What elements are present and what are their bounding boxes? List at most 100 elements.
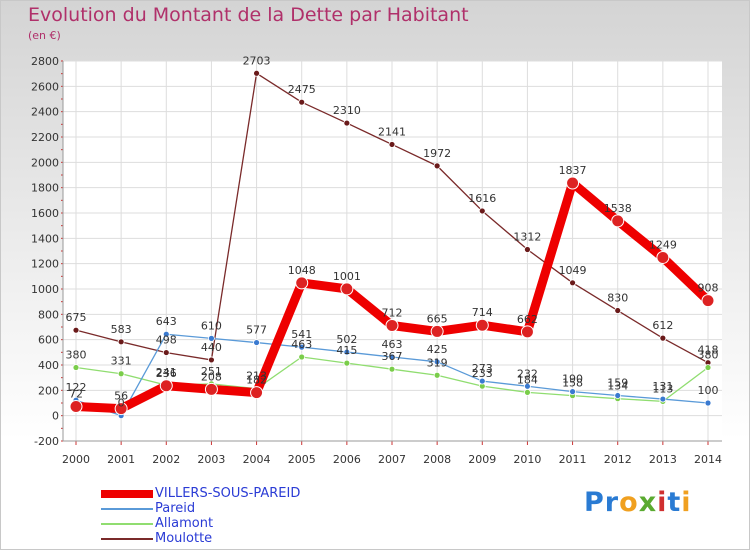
y-tick-label: 1600 xyxy=(31,207,59,220)
x-tick-label: 2010 xyxy=(513,453,541,466)
data-label: 134 xyxy=(607,380,628,393)
data-label: 331 xyxy=(111,355,132,368)
y-tick-label: 2800 xyxy=(31,55,59,68)
data-label: 233 xyxy=(472,367,493,380)
data-point xyxy=(343,348,351,356)
data-label: 1616 xyxy=(468,192,496,205)
data-point xyxy=(611,214,625,228)
data-point xyxy=(298,98,306,106)
logo-letter: x xyxy=(638,487,658,518)
data-label: 122 xyxy=(66,381,87,394)
data-point xyxy=(253,69,260,77)
data-label: 502 xyxy=(336,333,357,346)
data-label: 1048 xyxy=(288,264,316,277)
legend-label-allamont: Allamont xyxy=(155,516,214,531)
data-label: 158 xyxy=(562,377,583,390)
data-point xyxy=(569,388,576,396)
data-label: 380 xyxy=(698,349,719,362)
data-label: 415 xyxy=(336,344,357,357)
legend-swatch-pareid xyxy=(101,508,153,510)
data-point xyxy=(569,279,576,287)
data-label: 56 xyxy=(114,390,128,403)
chart-title: Evolution du Montant de la Dette par Hab… xyxy=(28,4,469,26)
y-tick-label: 0 xyxy=(52,410,59,423)
data-point xyxy=(614,392,622,399)
data-point xyxy=(520,325,534,339)
data-label: 241 xyxy=(156,366,177,379)
data-label: 0 xyxy=(118,397,125,410)
data-point xyxy=(388,353,396,361)
data-point xyxy=(388,365,396,373)
y-tick-label: 2400 xyxy=(31,106,59,119)
x-tick-label: 2000 xyxy=(62,453,90,466)
data-point xyxy=(72,326,80,334)
y-tick-label: 600 xyxy=(38,334,59,347)
data-label: 380 xyxy=(66,349,87,362)
x-tick-label: 2004 xyxy=(243,453,271,466)
data-label: 610 xyxy=(201,319,222,332)
data-point xyxy=(659,334,667,342)
data-point xyxy=(433,162,441,170)
x-tick-label: 2005 xyxy=(288,453,316,466)
data-label: 583 xyxy=(111,323,132,336)
y-tick-label: 200 xyxy=(38,384,59,397)
x-tick-label: 2009 xyxy=(468,453,496,466)
x-tick-label: 2002 xyxy=(152,453,180,466)
data-label: 319 xyxy=(427,356,448,369)
data-point xyxy=(253,339,260,346)
data-label: 712 xyxy=(382,306,403,319)
y-tick-label: 800 xyxy=(38,308,59,321)
data-label: 463 xyxy=(382,338,403,351)
x-tick-label: 2011 xyxy=(559,453,587,466)
data-point xyxy=(204,382,218,396)
data-label: 367 xyxy=(382,350,403,363)
data-label: 184 xyxy=(517,373,538,386)
data-label: 1312 xyxy=(513,230,541,243)
data-label: 714 xyxy=(472,306,493,319)
data-label: 675 xyxy=(66,311,87,324)
data-point xyxy=(524,382,531,390)
data-point xyxy=(614,307,622,314)
data-label: 425 xyxy=(427,343,448,356)
x-tick-label: 2007 xyxy=(378,453,406,466)
data-point xyxy=(433,371,441,379)
legend-swatch-villers xyxy=(101,490,153,498)
data-label: 498 xyxy=(156,334,177,347)
data-point xyxy=(208,356,215,364)
proxiti-logo[interactable]: Proxiti xyxy=(584,487,692,518)
data-label: 2703 xyxy=(243,54,271,67)
logo-letter: i xyxy=(681,487,692,518)
x-tick-label: 2008 xyxy=(423,453,451,466)
data-point xyxy=(566,176,580,190)
data-label: 113 xyxy=(652,382,673,395)
data-label: 236 xyxy=(156,367,177,380)
data-point xyxy=(430,324,444,338)
data-point xyxy=(298,353,306,361)
data-point xyxy=(114,402,128,416)
logo-letter: i xyxy=(657,487,668,518)
legend-label-moulotte: Moulotte xyxy=(155,531,213,546)
data-label: 232 xyxy=(517,367,538,380)
data-point xyxy=(340,282,354,296)
data-label: 72 xyxy=(69,388,83,401)
data-point xyxy=(475,318,489,332)
data-label: 662 xyxy=(517,313,538,326)
data-label: 1049 xyxy=(559,264,587,277)
y-tick-label: 2000 xyxy=(31,156,59,169)
data-point xyxy=(659,395,667,403)
chart-subtitle: (en €) xyxy=(28,29,61,42)
data-label: 541 xyxy=(291,328,312,341)
data-label: 830 xyxy=(607,292,628,305)
logo-letter: r xyxy=(604,487,620,518)
y-tick-label: 1000 xyxy=(31,283,59,296)
data-label: 643 xyxy=(156,315,177,328)
data-point xyxy=(159,379,173,393)
data-label: 159 xyxy=(607,377,628,390)
data-point xyxy=(524,246,531,253)
y-tick-label: 400 xyxy=(38,359,59,372)
data-label: 418 xyxy=(698,344,719,357)
y-tick-label: 1200 xyxy=(31,258,59,271)
x-tick-label: 2012 xyxy=(604,453,632,466)
